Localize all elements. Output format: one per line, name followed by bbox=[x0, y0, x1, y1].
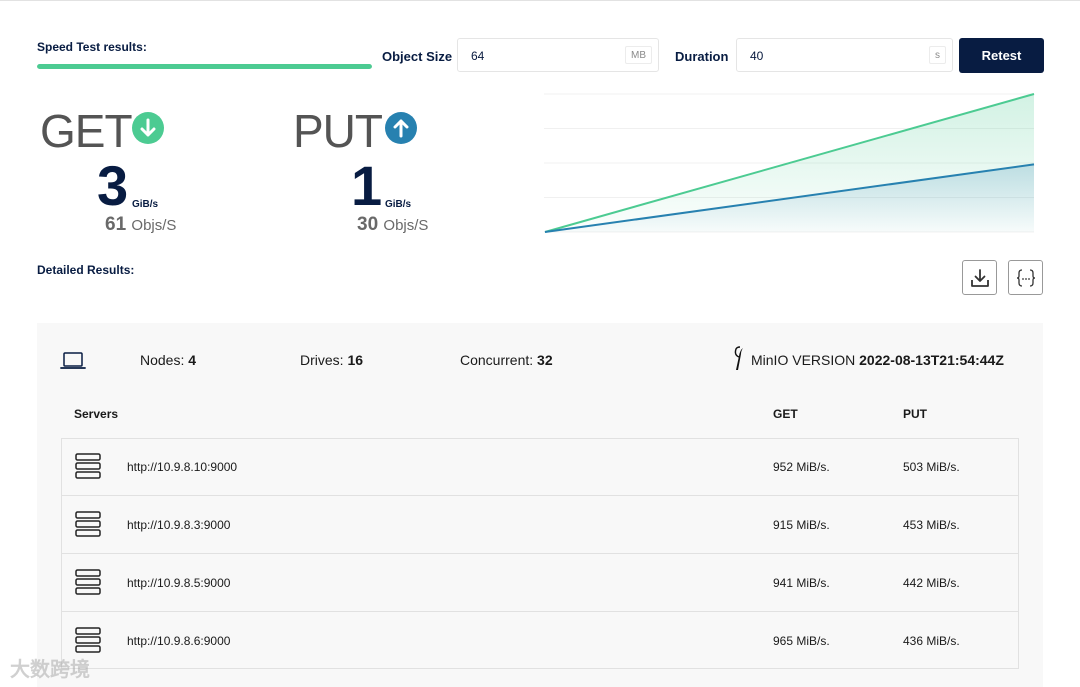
download-icon bbox=[970, 268, 989, 287]
json-icon bbox=[1016, 268, 1035, 287]
progress-bar bbox=[37, 64, 372, 69]
concurrent-value: 32 bbox=[537, 352, 553, 368]
server-put: 453 MiB/s. bbox=[903, 518, 960, 532]
get-unit: GiB/s bbox=[132, 199, 159, 210]
server-icon bbox=[75, 569, 101, 600]
server-put: 442 MiB/s. bbox=[903, 576, 960, 590]
server-url: http://10.9.8.10:9000 bbox=[127, 460, 238, 474]
servers-table: http://10.9.8.10:9000 952 MiB/s. 503 MiB… bbox=[61, 438, 1019, 669]
chart-series-line-1 bbox=[544, 163, 1035, 233]
object-size-input[interactable]: 64 MB bbox=[457, 38, 659, 72]
get-value: 3 bbox=[97, 154, 129, 217]
server-get: 965 MiB/s. bbox=[773, 634, 830, 648]
duration-input[interactable]: 40 s bbox=[736, 38, 953, 72]
nodes-label: Nodes: bbox=[140, 352, 185, 368]
server-get: 941 MiB/s. bbox=[773, 576, 830, 590]
concurrent-summary: Concurrent: 32 bbox=[460, 352, 553, 368]
table-row: http://10.9.8.6:9000 965 MiB/s. 436 MiB/… bbox=[62, 613, 1018, 670]
minio-logo-icon bbox=[730, 345, 746, 376]
duration-unit: s bbox=[929, 46, 946, 64]
progress-fill bbox=[37, 64, 372, 69]
object-size-label: Object Size bbox=[382, 49, 453, 64]
version-summary: MinIO VERSION 2022-08-13T21:54:44Z bbox=[751, 352, 1004, 368]
top-divider bbox=[0, 0, 1080, 1]
server-get: 915 MiB/s. bbox=[773, 518, 830, 532]
detailed-results-label: Detailed Results: bbox=[37, 263, 135, 277]
drives-summary: Drives: 16 bbox=[300, 352, 363, 368]
server-put: 436 MiB/s. bbox=[903, 634, 960, 648]
server-url: http://10.9.8.5:9000 bbox=[127, 576, 231, 590]
put-header: PUT bbox=[903, 407, 927, 421]
put-objs: 30 Objs/S bbox=[357, 214, 428, 236]
watermark: 大数跨境 bbox=[10, 657, 90, 681]
put-value: 1 bbox=[351, 154, 383, 217]
retest-button[interactable]: Retest bbox=[959, 38, 1044, 73]
server-url: http://10.9.8.3:9000 bbox=[127, 518, 231, 532]
object-size-unit: MB bbox=[625, 46, 652, 64]
download-button[interactable] bbox=[962, 260, 997, 295]
table-row: http://10.9.8.10:9000 952 MiB/s. 503 MiB… bbox=[62, 439, 1018, 496]
server-get: 952 MiB/s. bbox=[773, 460, 830, 474]
server-url: http://10.9.8.6:9000 bbox=[127, 634, 231, 648]
arrow-down-icon bbox=[132, 112, 164, 144]
version-label: MinIO VERSION bbox=[751, 352, 856, 368]
table-row: http://10.9.8.3:9000 915 MiB/s. 453 MiB/… bbox=[62, 497, 1018, 554]
object-size-value: 64 bbox=[471, 49, 485, 63]
json-button[interactable] bbox=[1008, 260, 1043, 295]
drives-label: Drives: bbox=[300, 352, 344, 368]
throughput-chart bbox=[544, 93, 1035, 233]
duration-label: Duration bbox=[675, 49, 729, 64]
table-row: http://10.9.8.5:9000 941 MiB/s. 442 MiB/… bbox=[62, 555, 1018, 612]
server-put: 503 MiB/s. bbox=[903, 460, 960, 474]
servers-header: Servers bbox=[74, 407, 119, 421]
nodes-summary: Nodes: 4 bbox=[140, 352, 196, 368]
concurrent-label: Concurrent: bbox=[460, 352, 534, 368]
version-value: 2022-08-13T21:54:44Z bbox=[859, 352, 1004, 368]
speed-test-label: Speed Test results: bbox=[37, 40, 147, 54]
server-icon bbox=[75, 627, 101, 658]
get-objs-value: 61 bbox=[105, 214, 127, 235]
server-icon bbox=[75, 453, 101, 484]
put-objs-suffix: Objs/S bbox=[383, 217, 429, 234]
drives-value: 16 bbox=[347, 352, 364, 368]
get-header: GET bbox=[773, 407, 798, 421]
get-objs: 61 Objs/S bbox=[105, 214, 176, 236]
get-title: GET bbox=[40, 105, 133, 157]
duration-value: 40 bbox=[750, 49, 764, 63]
laptop-icon bbox=[60, 351, 86, 376]
put-objs-value: 30 bbox=[357, 214, 379, 235]
nodes-value: 4 bbox=[188, 352, 197, 368]
arrow-up-icon bbox=[385, 112, 417, 144]
put-title: PUT bbox=[293, 105, 383, 157]
put-unit: GiB/s bbox=[385, 199, 412, 210]
get-objs-suffix: Objs/S bbox=[131, 217, 177, 234]
server-icon bbox=[75, 511, 101, 542]
chart-series-line-0 bbox=[544, 93, 1035, 233]
